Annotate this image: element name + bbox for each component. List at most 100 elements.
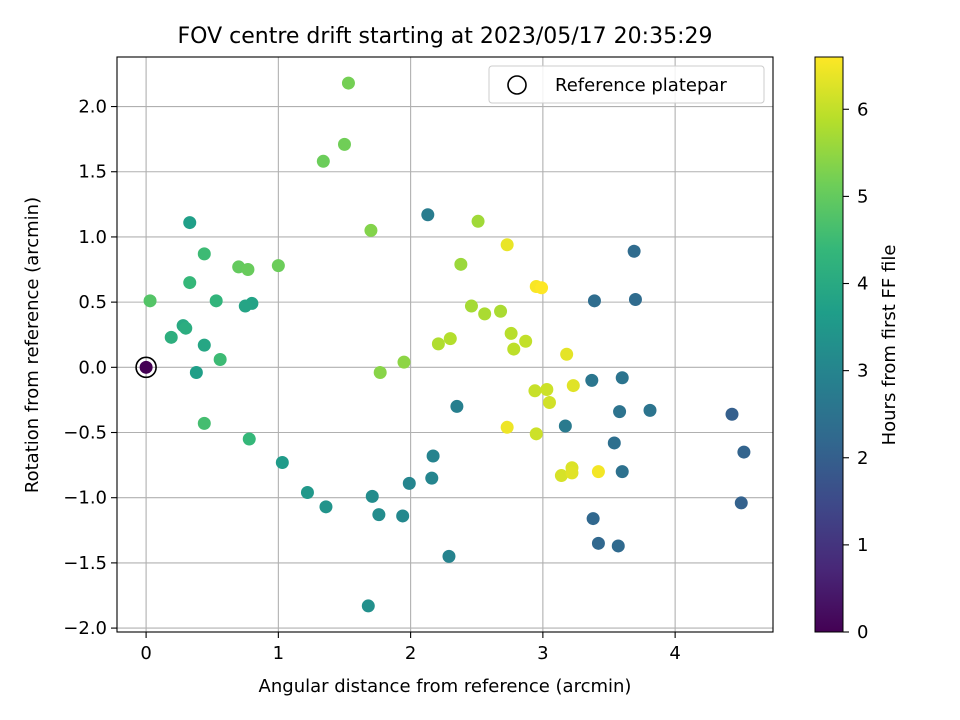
reference-point <box>139 360 153 374</box>
data-point <box>591 465 605 479</box>
x-tick-label: 1 <box>273 643 284 664</box>
data-point <box>316 154 330 168</box>
data-points <box>135 76 751 613</box>
y-tick-label: −1.0 <box>63 488 107 509</box>
data-point <box>213 352 227 366</box>
data-point <box>450 399 464 413</box>
data-point <box>197 247 211 261</box>
data-point <box>396 509 410 523</box>
data-point <box>737 445 751 459</box>
data-point <box>464 299 478 313</box>
legend-label-reference-platepar: Reference platepar <box>555 75 727 96</box>
data-point <box>500 420 514 434</box>
colorbar-tick-label: 3 <box>857 361 868 382</box>
data-point <box>365 489 379 503</box>
data-point <box>197 416 211 430</box>
data-point <box>565 466 579 480</box>
data-point <box>271 259 285 273</box>
data-point <box>402 476 416 490</box>
data-point <box>426 449 440 463</box>
chart-title: FOV centre drift starting at 2023/05/17 … <box>178 24 713 49</box>
data-point <box>478 307 492 321</box>
plot-frame <box>116 56 774 633</box>
data-point <box>241 263 255 277</box>
legend: Reference platepar <box>488 65 765 104</box>
data-point <box>528 384 542 398</box>
grid-lines <box>117 57 773 632</box>
data-point <box>164 330 178 344</box>
data-point <box>643 403 657 417</box>
colorbar-ticks: 0 1 2 3 4 5 6 <box>843 99 868 643</box>
y-axis-ticks: −2.0 −1.5 −1.0 −0.5 0.0 0.5 1.0 1.5 2.0 <box>63 97 117 639</box>
y-tick-label: 0.5 <box>78 292 107 313</box>
y-tick-label: −1.5 <box>63 553 107 574</box>
x-tick-label: 3 <box>537 643 548 664</box>
data-point <box>300 485 314 499</box>
data-point <box>566 379 580 393</box>
data-point <box>591 536 605 550</box>
data-point <box>238 299 252 313</box>
legend-box <box>488 65 765 104</box>
data-point <box>242 432 256 446</box>
x-tick-label: 4 <box>669 643 680 664</box>
data-point <box>421 208 435 222</box>
data-point <box>585 373 599 387</box>
data-point <box>361 599 375 613</box>
data-point <box>372 508 386 522</box>
data-point <box>364 223 378 237</box>
data-point <box>337 137 351 151</box>
data-point <box>529 427 543 441</box>
data-point <box>183 216 197 230</box>
data-point <box>183 276 197 290</box>
data-point <box>431 337 445 351</box>
y-tick-label: 1.5 <box>78 162 107 183</box>
data-point <box>535 281 549 295</box>
data-point <box>275 455 289 469</box>
data-point <box>734 496 748 510</box>
y-tick-label: 1.0 <box>78 227 107 248</box>
reference-marker-ring <box>135 356 157 379</box>
x-axis-ticks: 0 1 2 3 4 <box>140 632 681 664</box>
colorbar-tick-label: 2 <box>857 448 868 469</box>
y-tick-label: 2.0 <box>78 97 107 118</box>
x-tick-label: 2 <box>405 643 416 664</box>
data-point <box>615 371 629 385</box>
data-point <box>443 332 457 346</box>
data-point <box>587 294 601 308</box>
data-point <box>611 539 625 553</box>
data-point <box>542 396 556 410</box>
colorbar-tick-label: 5 <box>857 186 868 207</box>
data-point <box>319 500 333 514</box>
data-point <box>209 294 223 308</box>
data-point <box>500 238 514 252</box>
data-point <box>143 294 157 308</box>
colorbar-tick-label: 6 <box>857 99 868 120</box>
data-point <box>607 436 621 450</box>
data-point <box>454 257 468 271</box>
colorbar-label: Hours from first FF file <box>879 245 900 446</box>
data-point <box>586 512 600 526</box>
data-point <box>558 419 572 433</box>
data-point <box>504 326 518 340</box>
y-tick-label: −0.5 <box>63 423 107 444</box>
colorbar-tick-label: 1 <box>857 535 868 556</box>
data-point <box>425 471 439 485</box>
colorbar-tick-label: 4 <box>857 274 868 295</box>
colorbar-tick-label: 0 <box>857 622 868 643</box>
x-tick-label: 0 <box>140 643 151 664</box>
data-point <box>613 405 627 419</box>
data-point <box>341 76 355 90</box>
data-point <box>494 304 508 318</box>
data-point <box>627 244 641 258</box>
data-point <box>189 366 203 380</box>
y-tick-label: 0.0 <box>78 357 107 378</box>
data-point <box>373 366 387 380</box>
data-point <box>725 407 739 421</box>
data-point <box>554 469 568 483</box>
y-axis-label: Rotation from reference (arcmin) <box>22 197 43 493</box>
data-point <box>628 293 642 307</box>
data-point <box>507 342 521 356</box>
data-point <box>519 334 533 348</box>
data-point <box>179 321 193 335</box>
